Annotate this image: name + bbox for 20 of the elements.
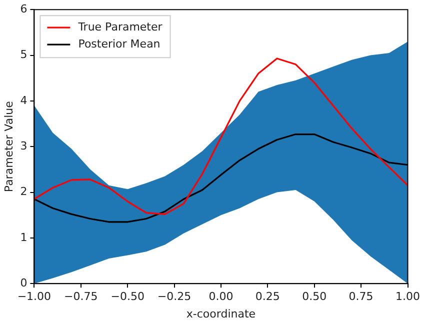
x-tick-label: −0.50 [110,290,144,304]
y-tick-label: 4 [20,94,28,107]
x-tick-label: −0.75 [64,290,98,304]
y-tick-label: 3 [20,139,28,152]
x-tick-label: 0.25 [255,290,280,304]
x-tick-label: −0.25 [157,290,192,304]
y-tick-label: 6 [20,2,28,16]
x-tick-label: 1.00 [396,290,420,304]
legend-label: Posterior Mean [78,37,160,50]
y-tick-label: 5 [20,48,28,62]
y-tick-label: 0 [20,276,28,290]
y-tick-label: 1 [20,230,28,244]
y-axis-title: Parameter Value [2,100,16,192]
x-axis-title: x-coordinate [186,307,256,320]
x-tick-label: −1.00 [17,290,52,304]
x-tick-label: 0.00 [208,290,234,304]
y-tick-label: 2 [20,185,28,198]
legend-label: True Parameter [77,20,163,34]
x-tick-label: 0.75 [348,290,374,304]
x-tick-label: 0.50 [302,290,327,304]
